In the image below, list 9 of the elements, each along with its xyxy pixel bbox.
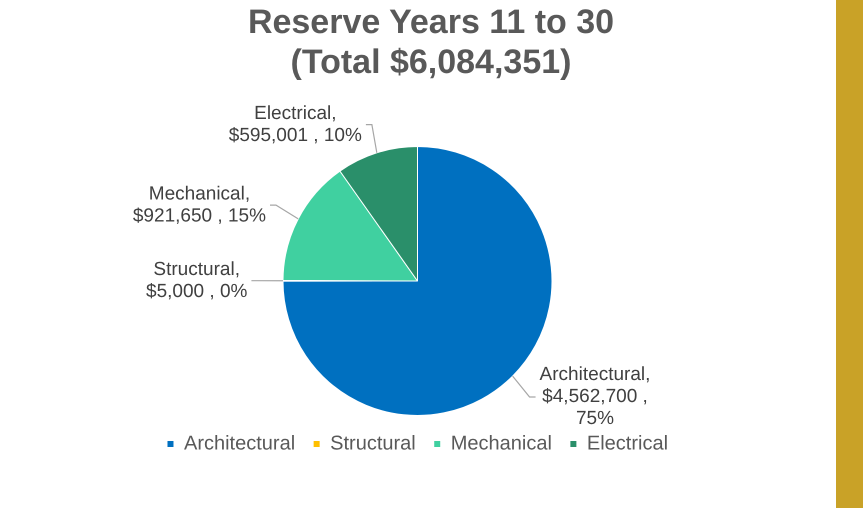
data-label: Structural, $5,000 , 0% <box>146 258 248 302</box>
data-label: Mechanical, $921,650 , 15% <box>132 183 266 226</box>
legend-label: Structural <box>330 432 416 455</box>
chart-title: Reserve Years 11 to 30 (Total $6,084,351) <box>246 2 616 82</box>
legend-label: Electrical <box>586 432 668 455</box>
legend-label: Mechanical <box>450 432 552 455</box>
data-label: Architectural, $4,562,700 , 75% <box>540 364 650 430</box>
legend-label: Architectural <box>184 432 296 455</box>
data-label: Electrical, $595,001 , 10% <box>228 102 362 146</box>
